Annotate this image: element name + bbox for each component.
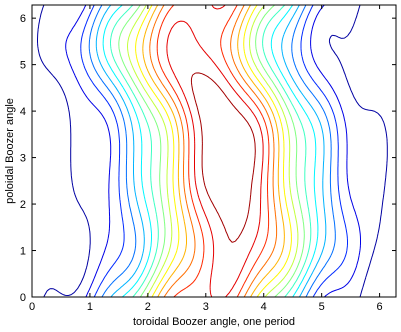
x-tick-label: 1 xyxy=(87,301,93,313)
y-tick-label: 4 xyxy=(20,106,26,118)
contour-line xyxy=(135,4,292,298)
contour-line xyxy=(88,4,336,298)
y-tick-label: 6 xyxy=(20,13,26,25)
x-axis-label: toroidal Boozer angle, one period xyxy=(133,316,295,328)
contour-line xyxy=(142,4,285,298)
contour-lines xyxy=(37,4,388,298)
x-tick-label: 5 xyxy=(319,301,325,313)
x-tick-label: 3 xyxy=(203,301,209,313)
y-tick-label: 2 xyxy=(20,199,26,211)
x-tick-label: 0 xyxy=(29,301,35,313)
y-axis-label: poloidal Boozer angle xyxy=(4,98,16,204)
y-axis-ticks: 0 1 2 3 4 5 6 xyxy=(20,13,396,304)
x-tick-label: 6 xyxy=(377,301,383,313)
contour-line xyxy=(127,4,299,298)
contour-line xyxy=(166,4,264,298)
contour-line xyxy=(118,4,305,298)
y-tick-label: 1 xyxy=(20,246,26,258)
y-tick-label: 5 xyxy=(20,60,26,72)
contour-line xyxy=(110,4,312,298)
y-tick-label: 3 xyxy=(20,153,26,165)
contour-line xyxy=(149,4,278,298)
contour-line xyxy=(80,4,348,298)
x-tick-label: 4 xyxy=(261,301,267,313)
x-tick-label: 2 xyxy=(145,301,151,313)
plot-frame xyxy=(31,4,397,298)
contour-line xyxy=(190,72,256,243)
contour-line xyxy=(65,4,361,298)
y-tick-label: 0 xyxy=(20,292,26,304)
